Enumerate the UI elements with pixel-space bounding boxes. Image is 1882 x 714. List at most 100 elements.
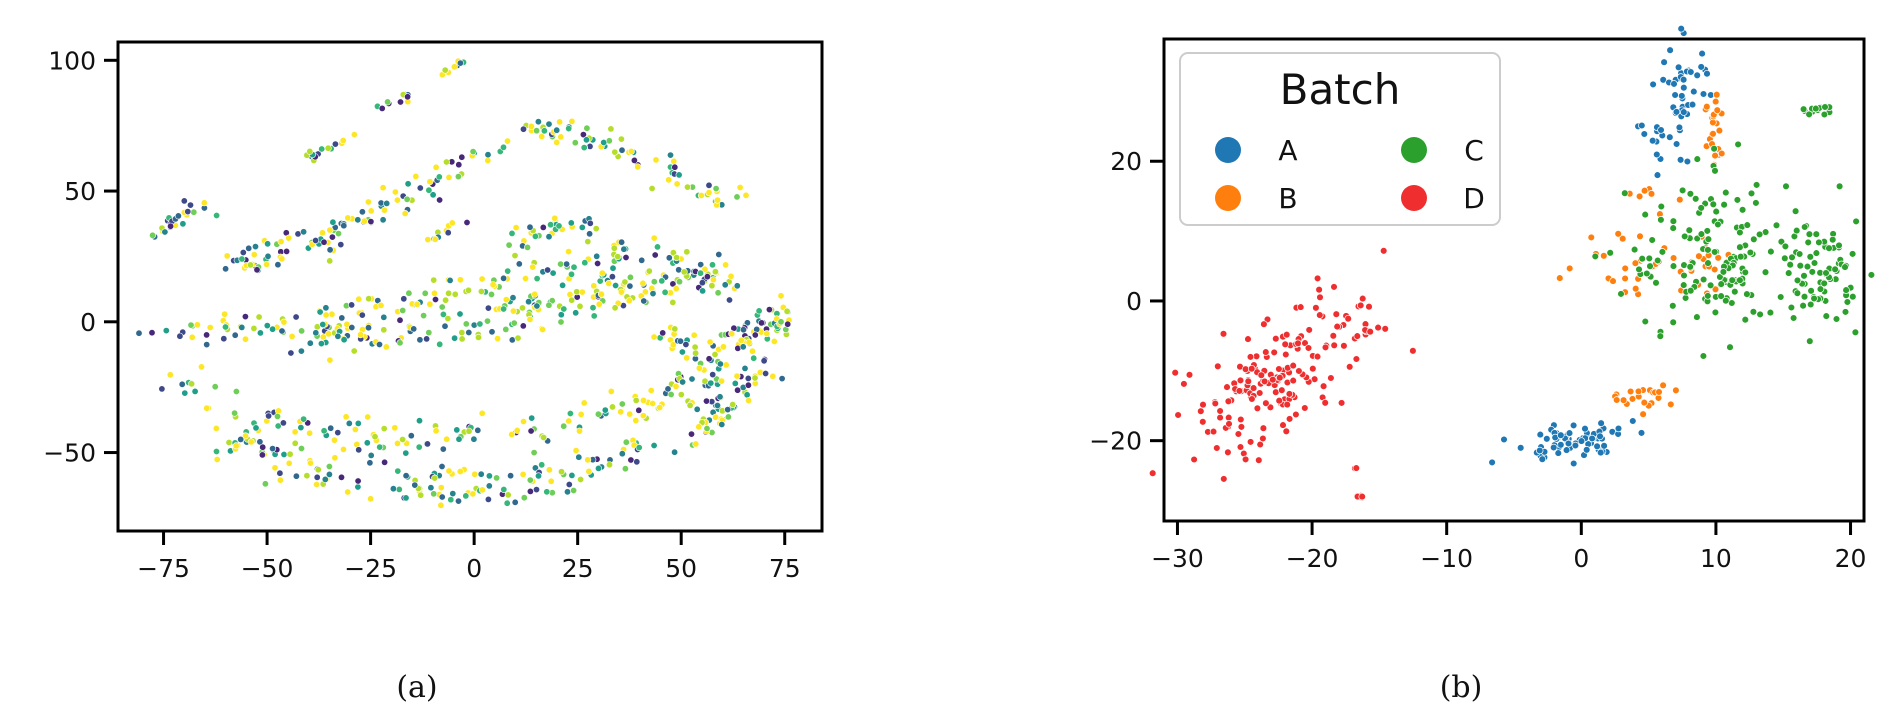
- panel-a-point: [190, 208, 198, 216]
- panel-a-point: [544, 266, 552, 274]
- panel-a-point: [533, 302, 541, 310]
- panel-a-point: [474, 426, 482, 434]
- panel-a-axes: −75 −50 −25 0 25 50 75 −50 0 50 100: [43, 46, 800, 583]
- panel-a-point: [321, 475, 329, 483]
- panel-a-point: [191, 387, 199, 395]
- panel-b-point-batch-d: [1352, 355, 1361, 363]
- panel-b-point-batch-c: [1680, 261, 1688, 269]
- panel-a-point: [650, 441, 658, 449]
- panel-a-point: [354, 216, 362, 224]
- panel-a-point: [525, 298, 533, 306]
- panel-a-point: [649, 399, 657, 407]
- panel-a-point: [148, 329, 156, 337]
- panel-a-point: [198, 363, 206, 371]
- panel-b-point-batch-c: [1749, 308, 1758, 316]
- panel-a-x-tick-label: 75: [769, 554, 801, 583]
- panel-a-point: [567, 219, 575, 227]
- panel-a-point: [557, 133, 565, 141]
- panel-a-point: [733, 282, 741, 290]
- panel-b-point-batch-d: [1316, 311, 1324, 319]
- panel-a-point: [464, 286, 472, 294]
- panel-b-point-batch-a: [1680, 108, 1688, 116]
- panel-b-point-batch-c: [1711, 167, 1719, 175]
- panel-a-point: [256, 438, 264, 446]
- panel-a-point: [557, 468, 565, 476]
- panel-b-point-batch-c: [1681, 294, 1690, 302]
- panel-a-point: [683, 183, 691, 191]
- panel-b-point-batch-d: [1358, 492, 1366, 501]
- panel-a-point: [231, 331, 239, 339]
- panel-b-point-batch-d: [1148, 469, 1157, 477]
- panel-a-point: [617, 408, 625, 416]
- panel-a-point: [580, 399, 588, 407]
- panel-b-point-batch-c: [1669, 302, 1677, 310]
- panel-a-point: [245, 244, 253, 252]
- panel-b-point-batch-d: [1260, 377, 1269, 386]
- panel-a-point: [456, 310, 464, 318]
- panel-b-point-batch-b: [1631, 284, 1640, 293]
- panel-a-point: [329, 218, 337, 226]
- panel-a-point: [298, 327, 306, 335]
- panel-a-point: [741, 364, 749, 372]
- panel-a-point: [220, 335, 228, 343]
- panel-a-point: [676, 337, 684, 345]
- panel-b-point-batch-a: [1596, 448, 1605, 457]
- panel-b-point-batch-c: [1825, 244, 1833, 252]
- panel-b-point-batch-c: [1741, 315, 1750, 324]
- panel-a-point: [727, 272, 735, 280]
- panel-a-point: [454, 497, 462, 505]
- panel-a-point: [526, 487, 534, 495]
- panel-a-point: [612, 281, 620, 289]
- panel-b-point-batch-d: [1283, 400, 1291, 409]
- panel-a-point: [446, 276, 454, 284]
- panel-a-point: [271, 464, 279, 472]
- panel-b-point-batch-c: [1807, 287, 1815, 295]
- panel-a-point: [382, 343, 390, 351]
- panel-b-point-batch-a: [1653, 171, 1662, 179]
- panel-b-point-batch-c: [1812, 104, 1820, 113]
- panel-a-point: [718, 420, 726, 428]
- caption-a: (a): [396, 670, 437, 705]
- panel-a-point: [188, 380, 196, 388]
- panel-b-point-batch-b: [1703, 102, 1711, 111]
- panel-a-point: [601, 406, 609, 414]
- panel-a-point: [213, 455, 221, 463]
- panel-a-point: [429, 191, 437, 199]
- panel-b-point-batch-c: [1793, 276, 1802, 285]
- panel-b-point-batch-a: [1699, 90, 1708, 98]
- panel-a-point: [180, 197, 188, 205]
- panel-a-point: [297, 444, 305, 452]
- panel-a-point: [474, 333, 482, 341]
- panel-b-point-batch-c: [1709, 200, 1718, 209]
- panel-a-point: [456, 59, 464, 67]
- panel-b-point-batch-d: [1279, 421, 1287, 429]
- panel-a-point: [438, 493, 446, 501]
- panel-a-point: [622, 254, 630, 262]
- panel-b-point-batch-b: [1715, 126, 1724, 135]
- panel-a-point: [331, 454, 339, 462]
- panel-a-point: [505, 241, 513, 249]
- panel-a-point: [621, 465, 629, 473]
- panel-a-point: [762, 369, 770, 377]
- panel-b-point-batch-d: [1330, 341, 1338, 350]
- panel-b-point-batch-b: [1556, 274, 1564, 282]
- panel-a-point: [742, 191, 750, 199]
- panel-b-point-batch-a: [1680, 83, 1688, 92]
- panel-b-point-batch-d: [1345, 363, 1354, 371]
- panel-a-point: [639, 279, 647, 287]
- panel-a-point: [577, 475, 585, 483]
- panel-b-point-batch-a: [1671, 91, 1679, 99]
- panel-a-point: [292, 313, 300, 321]
- panel-b-point-batch-a: [1690, 87, 1698, 96]
- panel-b-point-batch-c: [1848, 250, 1857, 258]
- panel-b-point-batch-a: [1600, 442, 1608, 450]
- panel-a-point: [581, 259, 589, 267]
- panel-b-point-batch-c: [1738, 206, 1747, 214]
- panel-a-point: [639, 396, 647, 404]
- panel-a-point: [760, 357, 768, 365]
- panel-a-point: [365, 295, 373, 303]
- panel-a-point: [269, 325, 277, 333]
- panel-b-point-batch-a: [1538, 455, 1547, 463]
- panel-a-point: [688, 375, 696, 383]
- panel-a-point: [391, 188, 399, 196]
